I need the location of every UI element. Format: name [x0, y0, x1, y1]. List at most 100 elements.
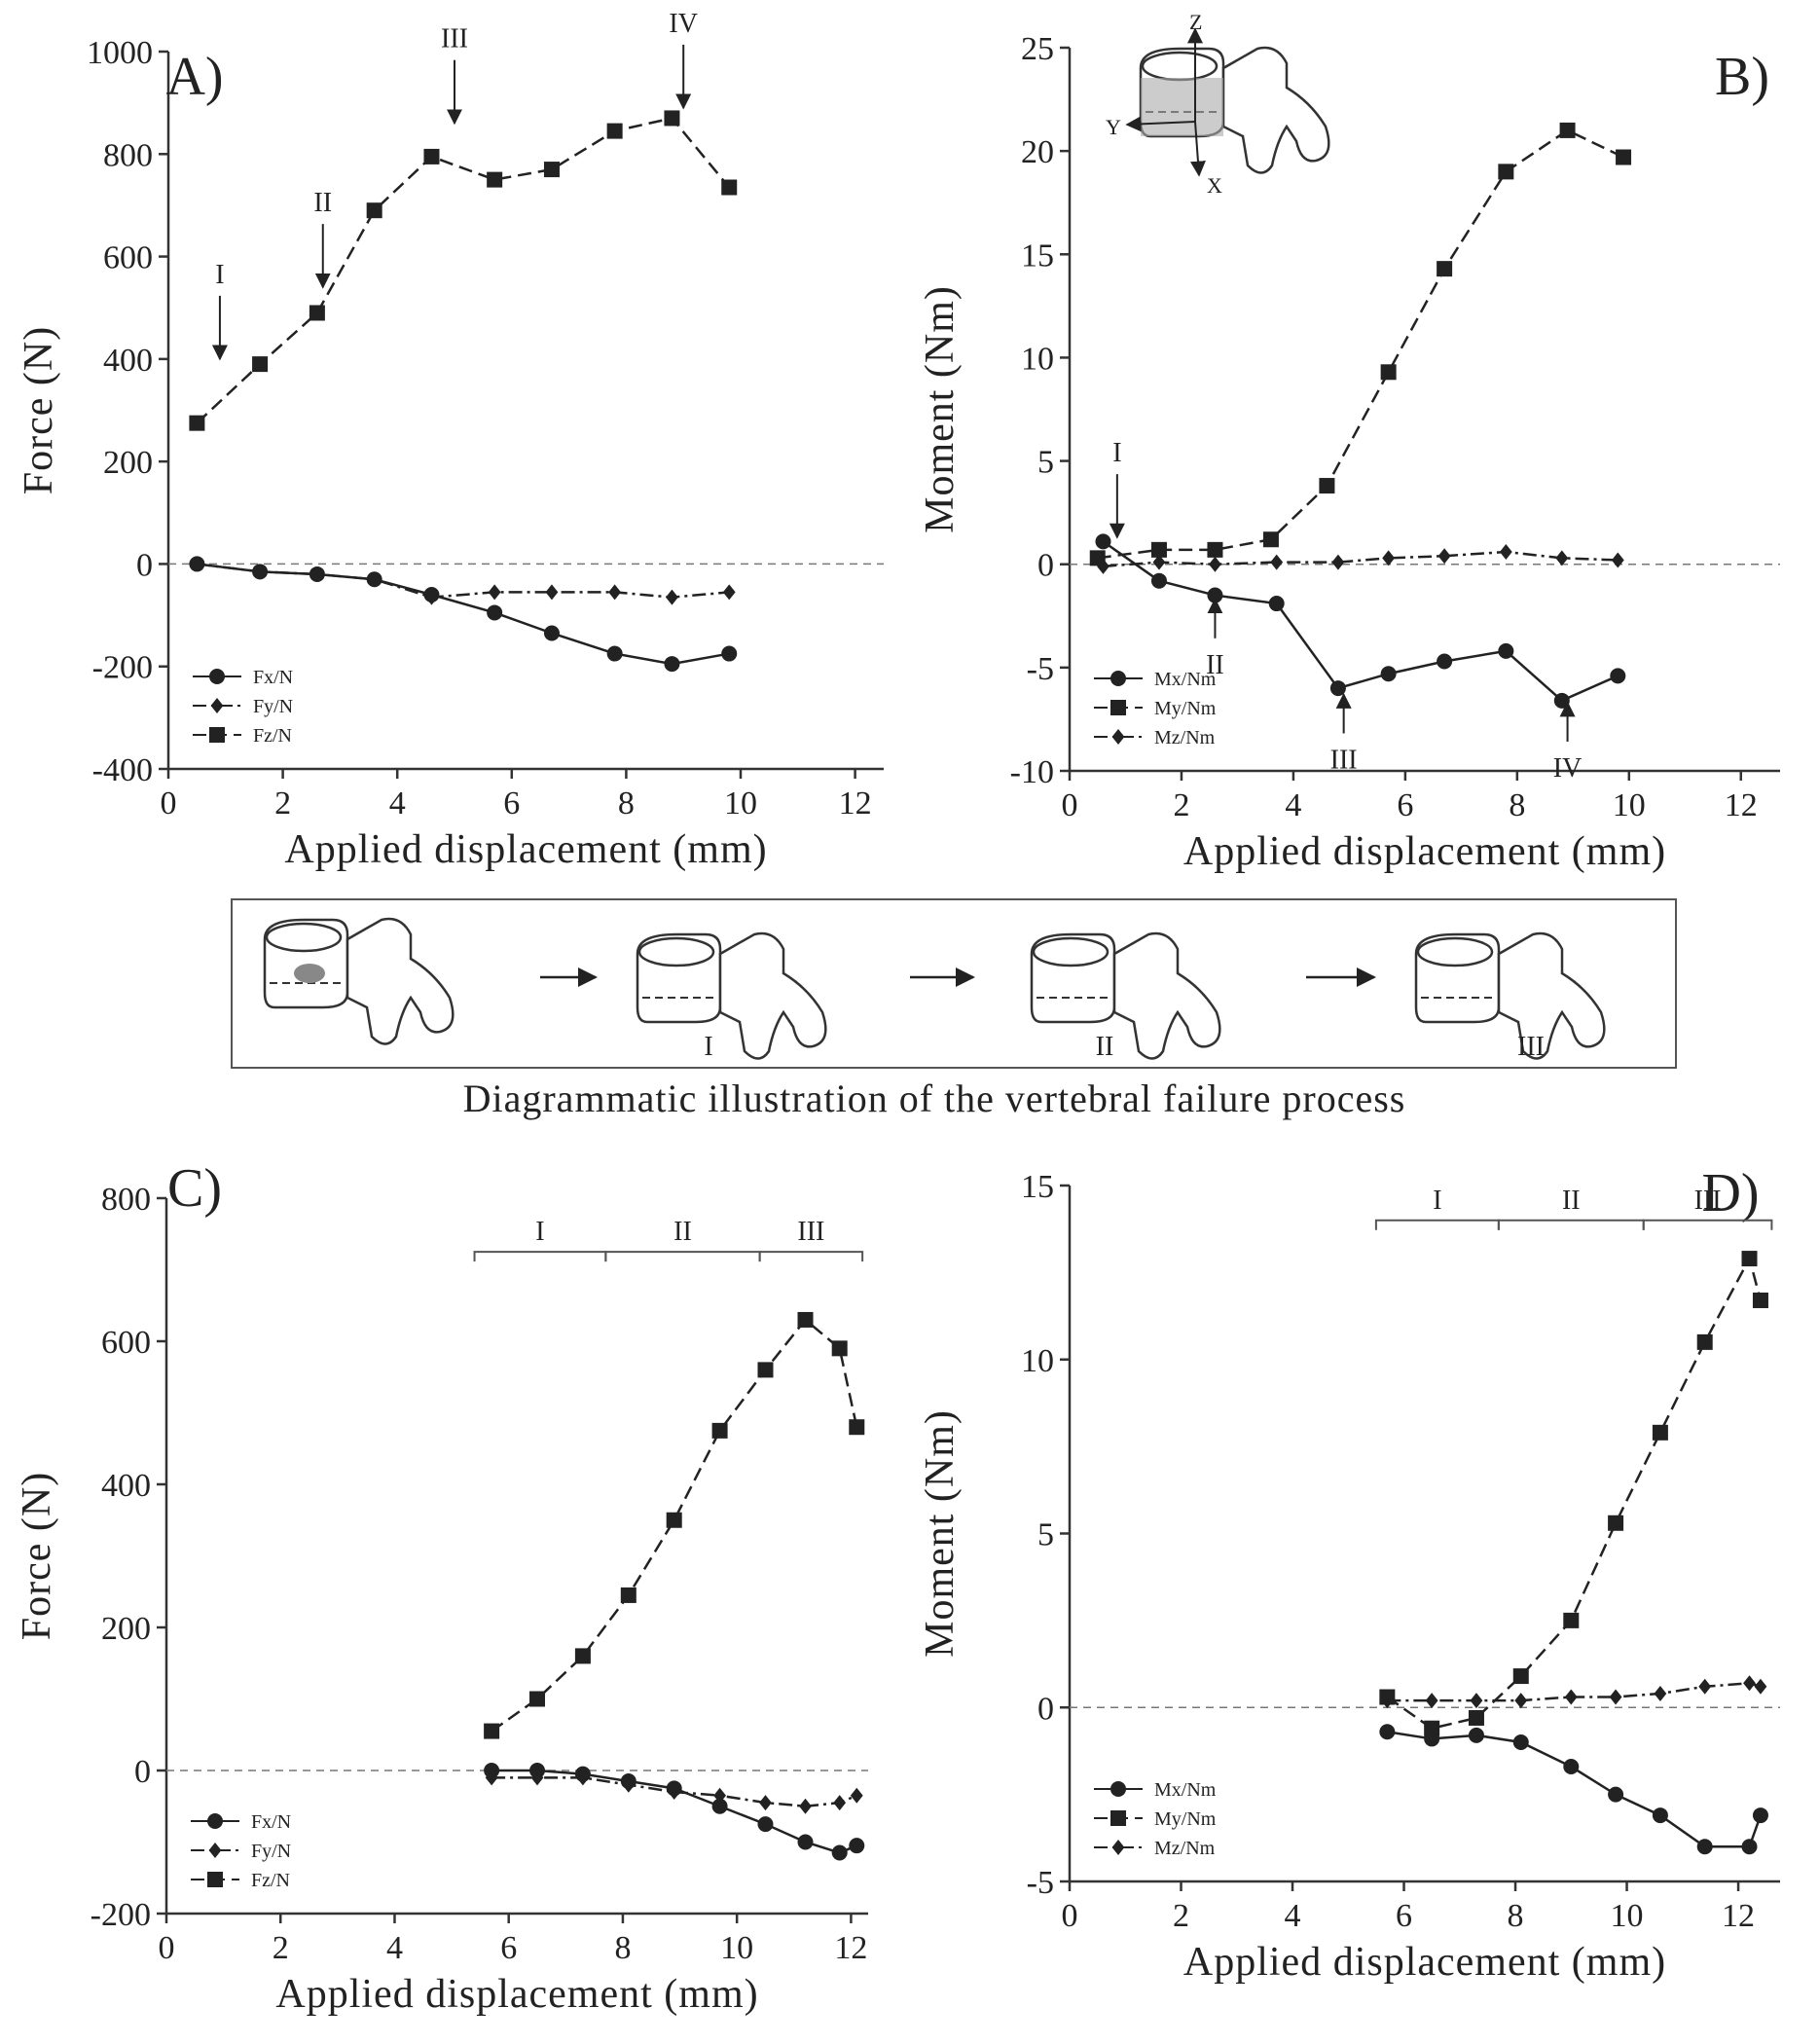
annotation: III [441, 24, 468, 55]
y-tick-label: 200 [103, 445, 153, 481]
legend-label: Fy/N [251, 1841, 291, 1862]
panel-label: C) [167, 1158, 222, 1219]
marker [1610, 668, 1626, 684]
marker [1437, 653, 1453, 670]
marker [620, 1587, 637, 1603]
x-tick-label: 6 [1396, 1898, 1412, 1934]
marker [1379, 1724, 1396, 1740]
marker [711, 1798, 728, 1814]
marker [545, 584, 559, 601]
series-line [197, 563, 730, 599]
marker [207, 1872, 223, 1887]
marker [1380, 364, 1397, 381]
legend-label: Mz/Nm [1154, 727, 1216, 748]
y-tick-label: 5 [1037, 445, 1054, 481]
x-tick-label: 2 [1173, 1898, 1189, 1934]
marker [666, 589, 678, 605]
marker [1110, 1810, 1126, 1826]
x-tick-label: 4 [389, 785, 406, 821]
chart-panel: -400 -200 0 200 400 600 800 1000 0 2 4 6 8 10 12 Applie… [17, 9, 884, 872]
x-tick-label: 0 [1062, 787, 1078, 823]
marker [252, 356, 269, 373]
x-tick-label: 12 [834, 1930, 867, 1966]
marker [209, 669, 225, 684]
x-tick-label: 8 [1509, 787, 1525, 823]
series-line [1097, 128, 1624, 560]
marker [1652, 1807, 1668, 1824]
legend-label: Fx/N [253, 667, 293, 688]
marker [1380, 666, 1397, 682]
annotation: I [1112, 438, 1121, 468]
marker [488, 584, 501, 601]
marker [1512, 1734, 1529, 1750]
marker [576, 1770, 590, 1786]
marker [1207, 541, 1223, 558]
series-line [1102, 540, 1619, 703]
marker [366, 202, 382, 219]
marker [1209, 556, 1221, 572]
marker [191, 556, 203, 572]
marker [797, 1311, 814, 1328]
marker [1425, 1693, 1438, 1709]
y-tick-label: 400 [103, 343, 153, 379]
phase-bracket [473, 1251, 607, 1262]
marker [1095, 533, 1111, 550]
marker [606, 645, 623, 662]
legend-label: Fy/N [253, 696, 293, 717]
series-line [1103, 550, 1619, 568]
marker [1262, 531, 1279, 548]
marker [1752, 1292, 1768, 1308]
marker [210, 698, 224, 713]
marker [1514, 1693, 1528, 1709]
marker [1110, 700, 1126, 715]
marker [368, 571, 382, 588]
marker [831, 1844, 848, 1861]
marker [1741, 1839, 1758, 1855]
marker [529, 1691, 546, 1707]
inset-body [1141, 78, 1223, 136]
y-tick-label: -400 [92, 752, 153, 788]
y-tick-label: -5 [1027, 651, 1054, 687]
x-tick-label: 6 [1397, 787, 1413, 823]
marker [1559, 122, 1576, 138]
marker [1329, 680, 1346, 697]
marker [1696, 1333, 1713, 1350]
marker [1752, 1807, 1768, 1824]
marker [1652, 1424, 1668, 1441]
marker [799, 1798, 812, 1814]
marker [1743, 1675, 1756, 1692]
marker [487, 604, 503, 621]
legend-label: Mx/Nm [1154, 669, 1217, 690]
marker [1512, 1668, 1529, 1685]
y-tick-label: 15 [1021, 237, 1054, 274]
marker [711, 1422, 728, 1439]
marker [1608, 1786, 1624, 1803]
phase-bracket [1497, 1219, 1645, 1230]
marker [721, 179, 738, 196]
marker [1499, 543, 1512, 560]
annotation: II [1206, 650, 1224, 680]
marker [759, 1795, 772, 1811]
legend-label: My/Nm [1154, 1808, 1217, 1830]
marker [485, 1770, 498, 1786]
series-line [196, 117, 731, 424]
marker [189, 415, 205, 431]
x-axis-label: Applied displacement (mm) [284, 827, 767, 872]
marker [423, 148, 440, 164]
marker [1563, 1759, 1580, 1775]
y-tick-label: 10 [1021, 341, 1054, 377]
marker [1111, 729, 1125, 745]
legend-label: Fx/N [251, 1811, 291, 1833]
marker [1563, 1612, 1580, 1628]
inset-label: X [1207, 173, 1222, 198]
stage-label: III [1517, 1032, 1545, 1062]
marker [831, 1340, 848, 1357]
marker [668, 1784, 681, 1801]
legend-label: Mx/Nm [1154, 1779, 1217, 1801]
marker [757, 1362, 774, 1378]
x-axis-label: Applied displacement (mm) [275, 1972, 758, 2017]
marker [1498, 642, 1514, 659]
marker [1437, 548, 1451, 565]
marker [850, 1787, 863, 1804]
